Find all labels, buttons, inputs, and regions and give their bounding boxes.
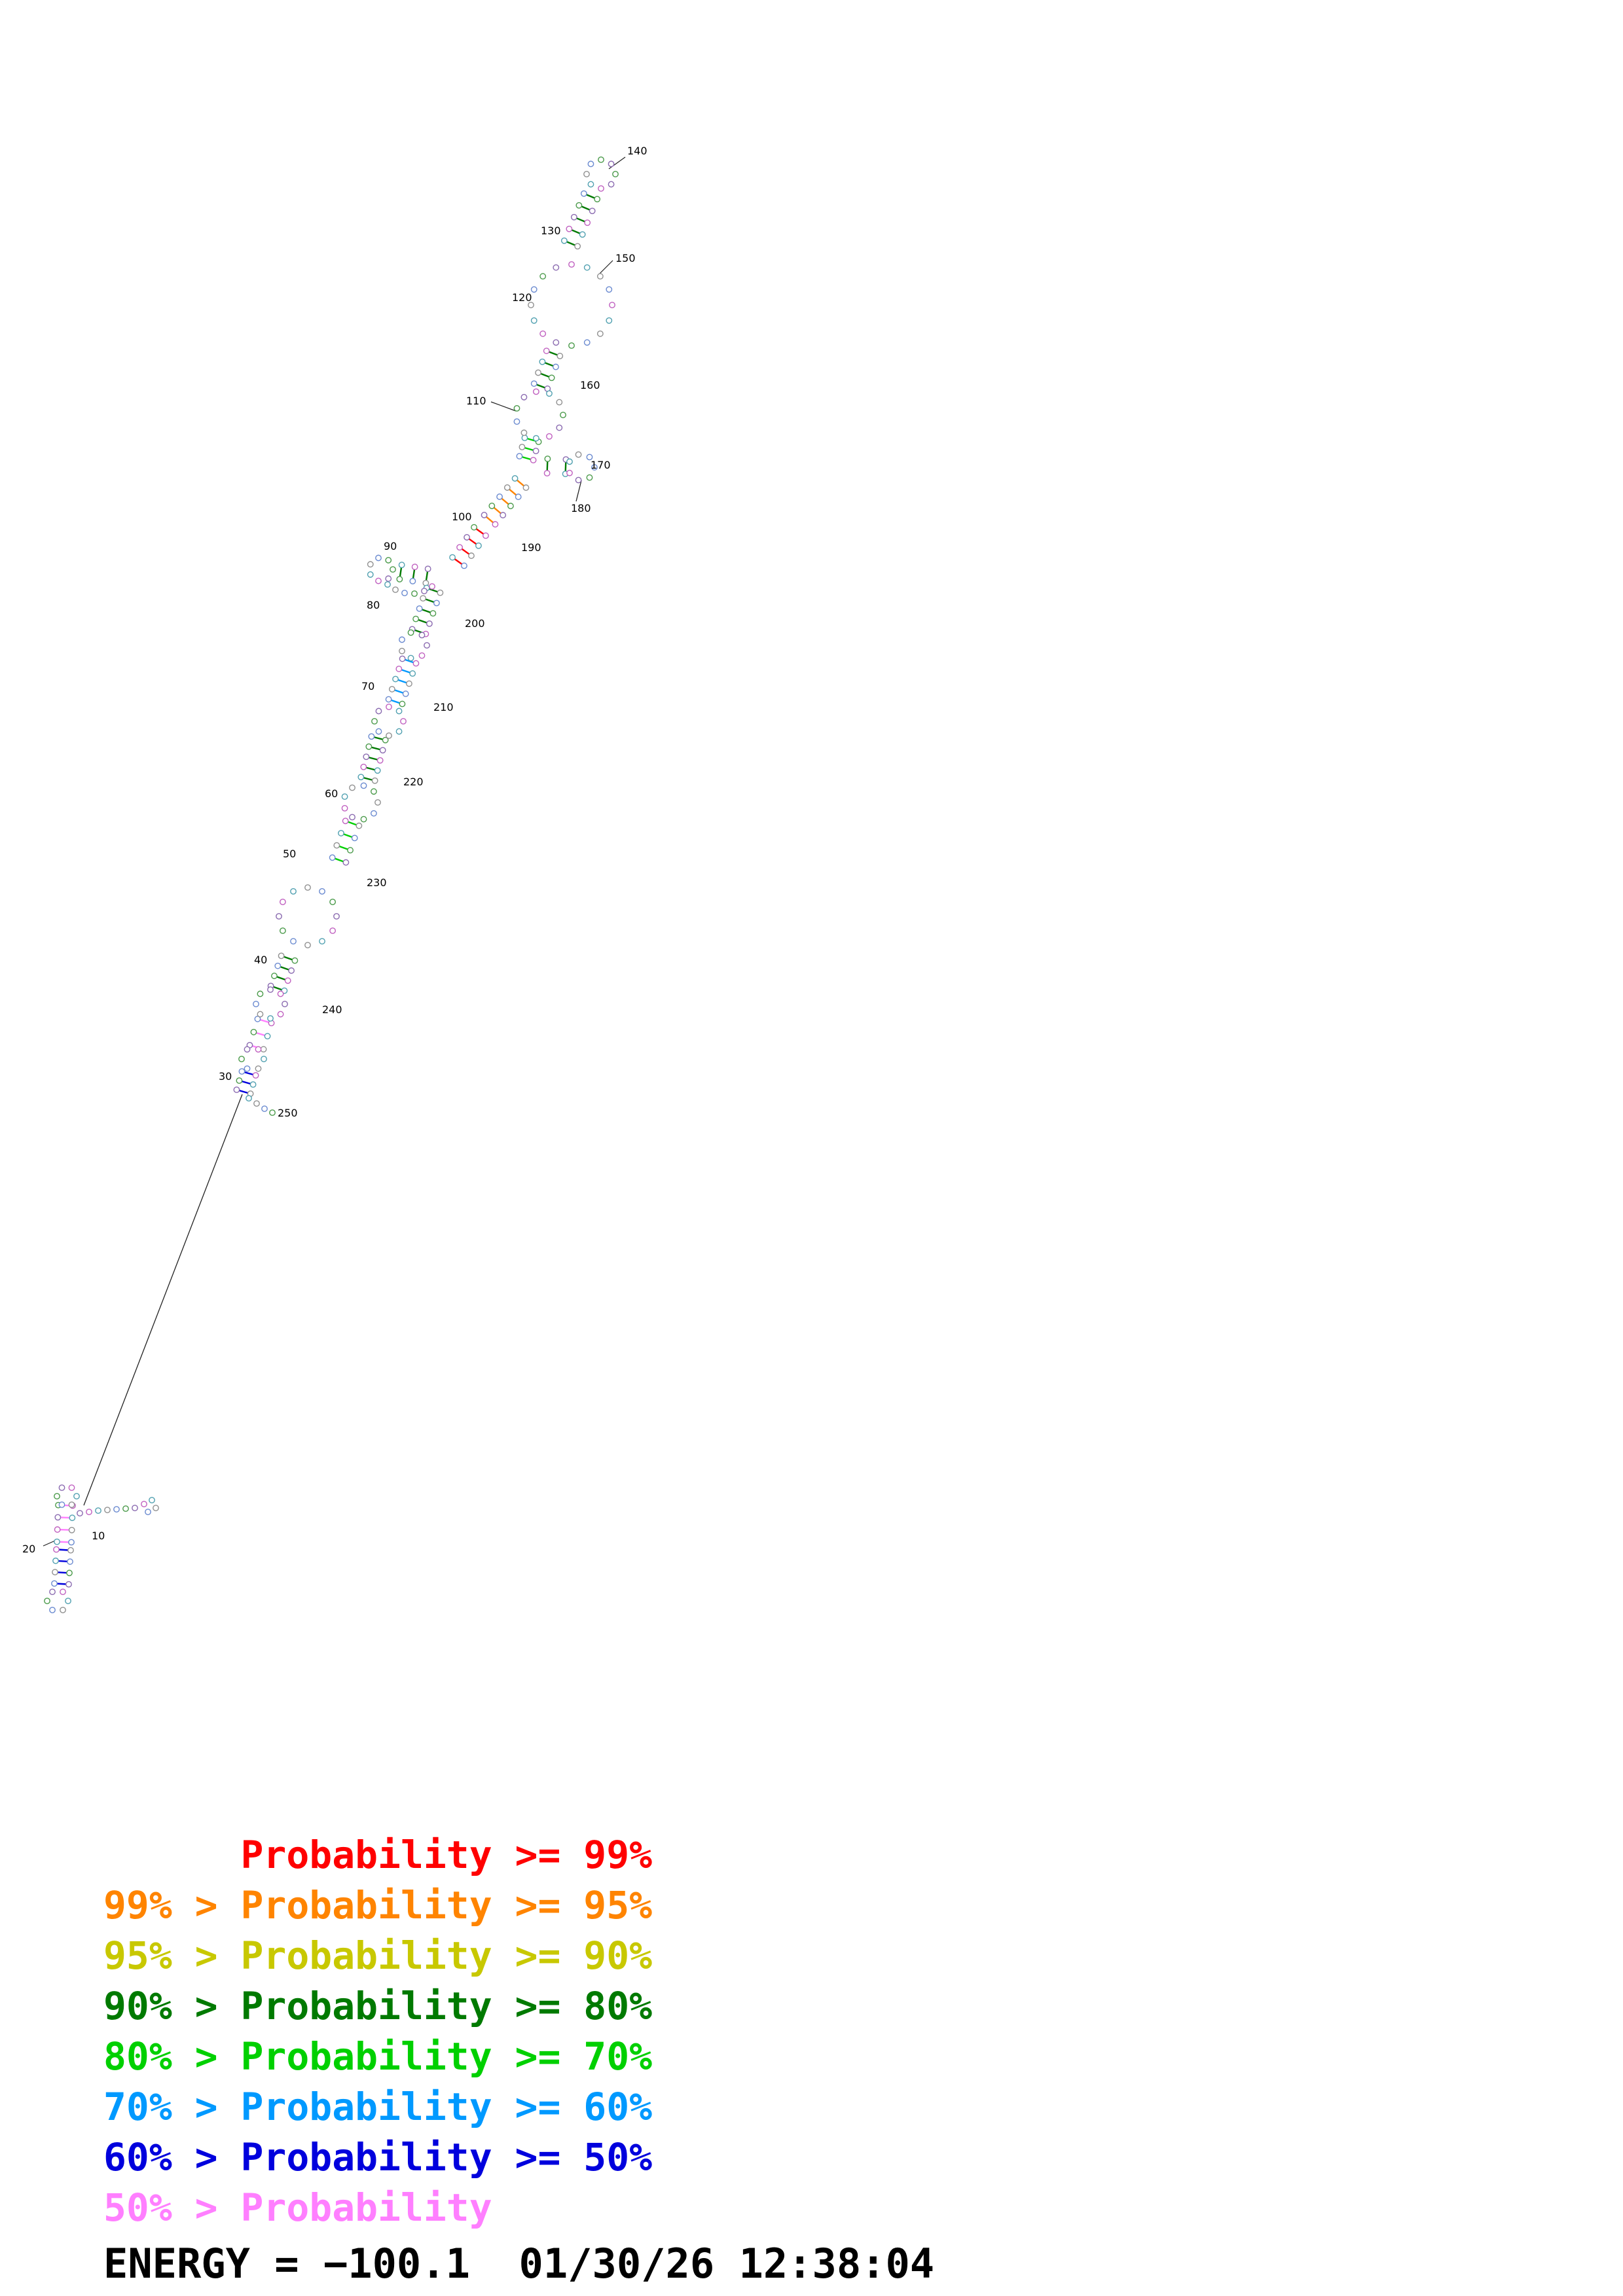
svg-text:190: 190	[521, 541, 541, 554]
svg-text:180: 180	[571, 502, 591, 514]
svg-text:130: 130	[541, 224, 561, 237]
svg-text:40: 40	[254, 954, 267, 966]
svg-text:120: 120	[512, 291, 532, 304]
legend-line-80: 90% > Probability >= 80%	[103, 1984, 653, 2028]
svg-text:60: 60	[325, 787, 338, 800]
svg-text:90: 90	[384, 540, 397, 552]
svg-text:230: 230	[367, 876, 387, 889]
svg-text:210: 210	[433, 701, 454, 713]
svg-text:70: 70	[361, 680, 374, 692]
svg-text:220: 220	[403, 776, 424, 788]
svg-text:150: 150	[615, 252, 636, 264]
svg-text:50: 50	[283, 848, 296, 860]
legend-line-60: 70% > Probability >= 60%	[103, 2085, 653, 2129]
legend-line-95: 99% > Probability >= 95%	[103, 1883, 653, 1928]
legend-line-50: 60% > Probability >= 50%	[103, 2135, 653, 2179]
legend-line-99: Probability >= 99%	[103, 1833, 653, 1877]
svg-text:250: 250	[278, 1107, 298, 1119]
probability-legend: Probability >= 99% 99% > Probability >= …	[103, 1830, 652, 2233]
svg-text:170: 170	[591, 459, 611, 471]
legend-line-below-50: 50% > Probability	[103, 2185, 492, 2230]
svg-text:240: 240	[322, 1003, 342, 1016]
svg-text:110: 110	[466, 395, 486, 407]
legend-line-70: 80% > Probability >= 70%	[103, 2034, 653, 2079]
svg-text:80: 80	[367, 599, 380, 611]
svg-text:30: 30	[219, 1070, 232, 1083]
svg-text:140: 140	[627, 145, 647, 157]
legend-line-90: 95% > Probability >= 90%	[103, 1933, 653, 1978]
svg-text:200: 200	[465, 617, 485, 630]
svg-text:100: 100	[452, 511, 472, 523]
svg-text:160: 160	[580, 379, 600, 391]
energy-timestamp-line: ENERGY = −100.1 01/30/26 12:38:04	[103, 2240, 935, 2287]
svg-text:20: 20	[22, 1543, 35, 1555]
svg-text:10: 10	[92, 1530, 105, 1542]
